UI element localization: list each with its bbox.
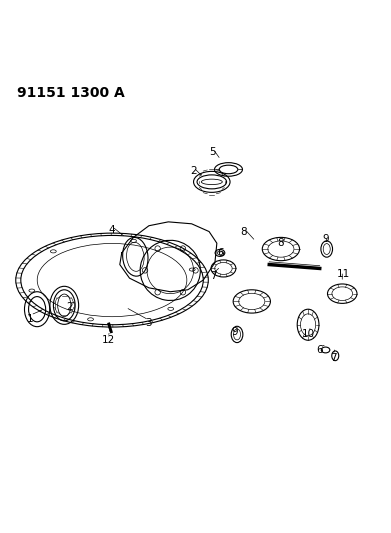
Text: 10: 10 (301, 329, 315, 340)
Text: 6: 6 (316, 345, 323, 355)
Text: 3: 3 (145, 318, 152, 328)
Text: 12: 12 (102, 335, 115, 345)
Text: 11: 11 (336, 269, 350, 279)
Text: 6: 6 (217, 248, 224, 258)
Text: 9: 9 (231, 327, 238, 337)
Text: 5: 5 (210, 147, 216, 157)
Text: 4: 4 (109, 224, 115, 235)
Text: 8: 8 (241, 227, 248, 237)
Text: 2: 2 (66, 302, 73, 312)
Text: 7: 7 (330, 353, 337, 363)
Text: 2: 2 (190, 166, 197, 176)
Text: 8: 8 (278, 238, 284, 248)
Text: 1: 1 (27, 314, 34, 324)
Text: 7: 7 (210, 271, 216, 281)
Text: 9: 9 (322, 235, 329, 244)
Text: 91151 1300 A: 91151 1300 A (17, 86, 125, 100)
